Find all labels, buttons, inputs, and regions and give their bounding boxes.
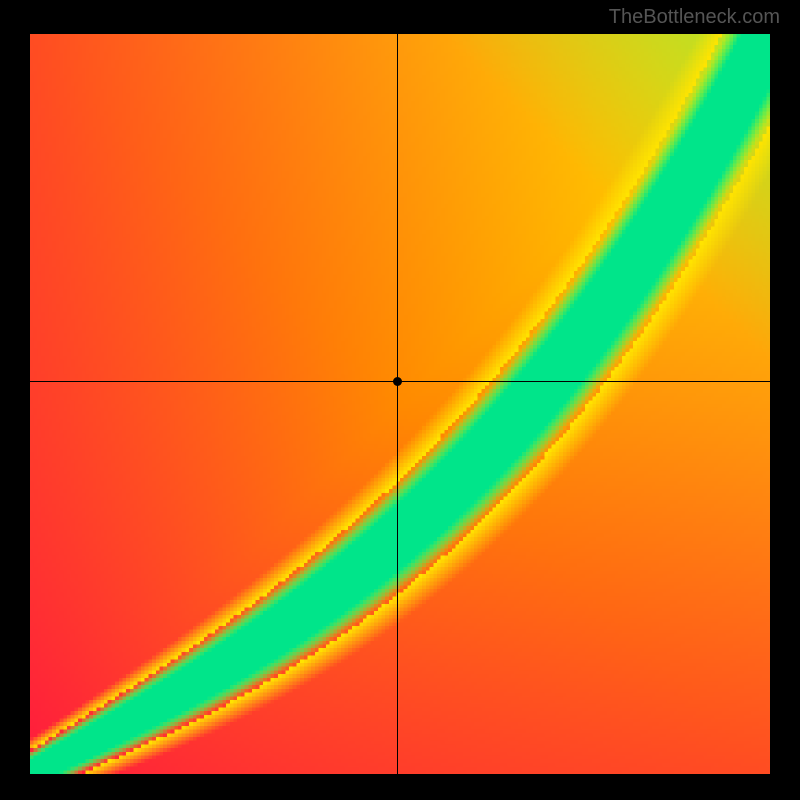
crosshair-vertical bbox=[397, 34, 398, 774]
watermark-text: TheBottleneck.com bbox=[609, 6, 780, 29]
bottleneck-heatmap bbox=[30, 34, 770, 774]
